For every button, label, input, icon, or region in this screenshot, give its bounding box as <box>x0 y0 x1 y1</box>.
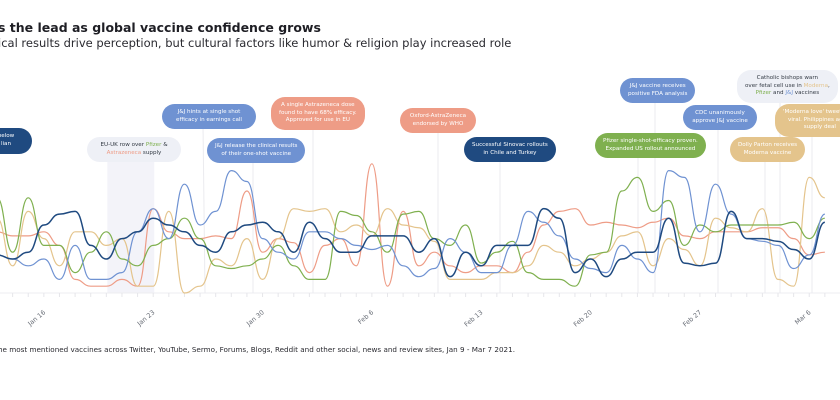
annotation-stem <box>202 123 206 294</box>
annotation-oxford-who: Oxford-AstraZeneca endorsed by WHO <box>400 108 476 134</box>
x-tick-label: Feb 20 <box>572 308 594 328</box>
annotation-jj-fda: J&J vaccine receives positive FDA analysi… <box>620 78 696 104</box>
annotation-text: over fetal cell use in <box>745 82 804 89</box>
vaccine-highlight: Astrazeneca <box>106 149 142 156</box>
annotation-jj-hints: J&J hints at single shot efficacy in earn… <box>162 104 256 130</box>
annotation-text-line: positive FDA analysis <box>628 90 688 97</box>
annotation-text-line: J&J vaccine receives <box>629 83 686 89</box>
annotation-az-single-dose: A single Astrazeneca dose found to have 6… <box>271 97 365 130</box>
annotation-text: EU-UK row over <box>100 142 146 148</box>
annotation-text-line: Successful Sinovac rollouts <box>472 142 548 148</box>
annotation-text-line: Expanded US rollout announced <box>605 145 696 152</box>
annotation-text-line: found to have 68% efficacy. <box>279 109 357 116</box>
vaccine-highlight: Pfizer <box>755 90 772 97</box>
annotation-text: supply <box>141 149 162 156</box>
annotation-text-line: supply deal <box>803 124 836 131</box>
annotation-pfizer-single-shot: Pfizer single-shot-efficacy proven. Expan… <box>595 133 706 159</box>
annotation-cdc-jj: CDC unanimously approve J&J vaccine <box>683 105 757 131</box>
annotation-text-line: J&J release the clinical results <box>215 143 298 149</box>
annotation-text-line: CDC unanimously <box>695 110 745 116</box>
highlight-band <box>107 156 155 293</box>
annotation-moderna-love: 'Moderna love' tweet goesviral. Philippi… <box>775 104 840 137</box>
x-tick-label: Mar 6 <box>793 308 812 326</box>
annotation-text-line: Approved for use in EU <box>285 117 350 124</box>
x-tick-label: Feb 13 <box>463 308 485 328</box>
x-tick-label: Jan 30 <box>244 308 266 328</box>
series-line-pfizer <box>0 176 826 287</box>
vaccine-highlight: Moderna <box>803 82 828 89</box>
annotation-text-line: lian <box>0 140 12 147</box>
annotation-text-line: Oxford-AstraZeneca <box>409 113 467 119</box>
annotation-text-line: approve J&J vaccine <box>692 117 748 124</box>
annotation-sinovac-below: belowlian <box>0 128 32 154</box>
annotation-text: Catholic bishops warn <box>756 75 819 81</box>
series-line-sinovac <box>0 207 826 278</box>
annotation-text: , <box>828 82 830 89</box>
annotation-dolly-parton: Dolly Parton receives Moderna vaccine <box>730 137 806 163</box>
annotation-text-line: in Chile and Turkey <box>483 149 537 156</box>
annotation-text-line: Moderna vaccine <box>743 149 792 156</box>
annotation-text-line: efficacy in earnings call <box>176 116 242 123</box>
annotation-text-line: 'Moderna love' tweet goes <box>783 109 840 115</box>
annotation-text: vaccines <box>793 90 820 97</box>
annotation-text-line: Dolly Parton receives <box>738 142 798 148</box>
footnote: he most mentioned vaccines across Twitte… <box>0 345 515 354</box>
x-tick-label: Feb 6 <box>356 308 375 326</box>
annotation-text: and <box>771 90 786 97</box>
x-tick-label: Feb 27 <box>681 308 703 328</box>
annotation-jj-release: J&J release the clinical results of their… <box>207 138 306 164</box>
annotation-text-line: A single Astrazeneca dose <box>281 102 355 108</box>
annotation-text: & <box>161 142 168 148</box>
annotation-text-line: Pfizer single-shot-efficacy proven. <box>603 138 698 144</box>
annotation-text-line: endorsed by WHO <box>412 120 464 127</box>
chart-subtitle: ical results drive perception, but cultu… <box>0 36 512 50</box>
annotation-catholic-bishops: Catholic bishops warn over fetal cell use… <box>737 70 838 103</box>
vaccine-highlight: J&J <box>785 90 793 97</box>
annotation-sinovac-rollouts: Successful Sinovac rollouts in Chile and … <box>464 137 556 163</box>
annotation-text-line: of their one-shot vaccine <box>221 150 292 157</box>
annotation-text-line: viral. Philippines agree <box>788 116 840 123</box>
annotation-text-line: J&J hints at single shot <box>177 109 241 115</box>
annotation-text-line: below <box>0 133 15 139</box>
vaccine-highlight: Pfizer <box>145 142 162 148</box>
x-tick-label: Jan 16 <box>26 308 48 328</box>
x-tick-label: Jan 23 <box>135 308 157 328</box>
series-line-moderna <box>0 176 826 294</box>
annotation-eu-uk-row: EU-UK row over Pfizer & Astrazeneca suppl… <box>87 137 181 163</box>
chart-title: s the lead as global vaccine confidence … <box>0 20 321 35</box>
